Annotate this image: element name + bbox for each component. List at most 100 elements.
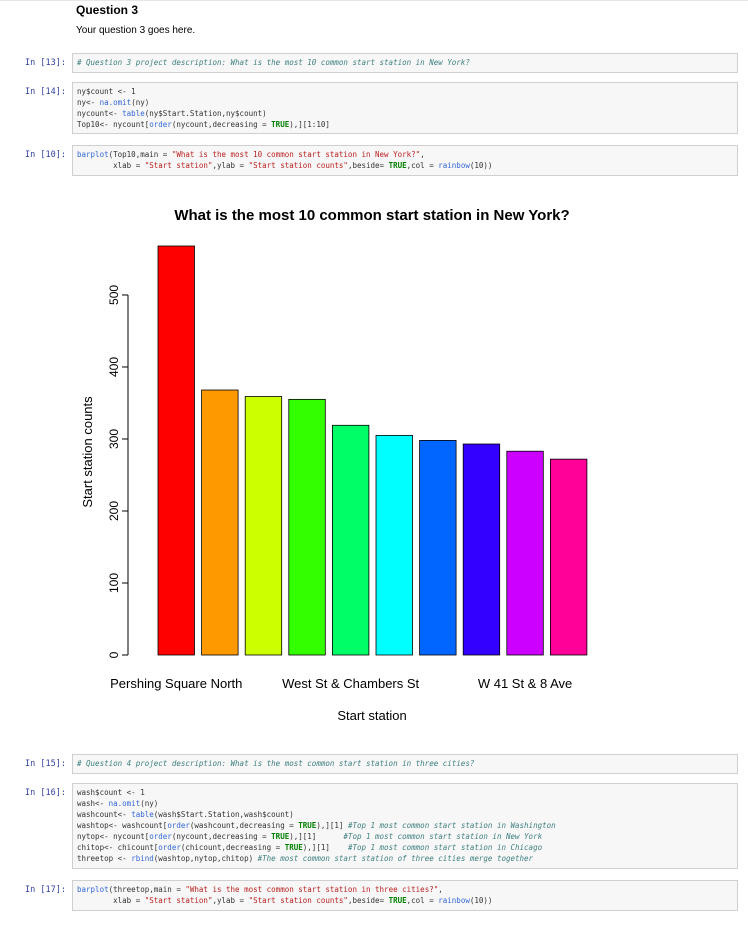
code-token: (washtop,nytop,chitop) bbox=[153, 854, 258, 863]
code-token: order bbox=[149, 832, 172, 841]
code-token: ny$count <- 1 bbox=[77, 87, 136, 96]
code-token: #Top 1 most common start station in Wash… bbox=[347, 821, 556, 830]
code-token: "Start station counts" bbox=[248, 896, 348, 905]
code-token: threetop <- bbox=[77, 854, 132, 863]
code-token: (Top10,main = bbox=[108, 150, 172, 159]
code-token: ,ylab = bbox=[212, 161, 249, 170]
code-token: TRUE bbox=[388, 161, 407, 170]
code-cell[interactable]: # Question 4 project description: What i… bbox=[72, 754, 738, 774]
bar bbox=[419, 440, 457, 656]
cell-prompt: In [17]: bbox=[25, 885, 66, 895]
code-token: ),][1:10] bbox=[289, 120, 330, 129]
code-token: (chicount,decreasing = bbox=[180, 843, 285, 852]
code-token: rbind bbox=[131, 854, 154, 863]
code-token: barplot bbox=[77, 150, 109, 159]
y-tick-label: 400 bbox=[107, 357, 121, 377]
code-token: xlab = bbox=[77, 161, 145, 170]
code-token: (nycount,decreasing = bbox=[171, 832, 272, 841]
cell-prompt: In [13]: bbox=[25, 58, 66, 68]
x-tick-label: W 41 St & 8 Ave bbox=[478, 676, 572, 691]
top-divider bbox=[0, 0, 748, 1]
y-tick-label: 500 bbox=[107, 285, 121, 305]
x-axis-label: Start station bbox=[337, 708, 406, 723]
bar bbox=[244, 396, 283, 656]
x-tick-label: West St & Chambers St bbox=[282, 676, 419, 691]
code-token: (10)) bbox=[469, 161, 493, 170]
bar bbox=[288, 398, 326, 656]
bar bbox=[201, 389, 239, 656]
code-cell[interactable]: barplot(Top10,main = "What is the most 1… bbox=[72, 145, 738, 176]
code-input[interactable]: # Question 3 project description: What i… bbox=[77, 57, 733, 68]
code-token: ,beside= bbox=[347, 161, 389, 170]
chart-title: What is the most 10 common start station… bbox=[174, 207, 569, 224]
bar bbox=[157, 245, 195, 656]
code-token: "What is the most common start station i… bbox=[185, 885, 439, 894]
code-token: # Question 3 project description: What i… bbox=[77, 58, 470, 67]
code-token: (washcount,decreasing = bbox=[189, 821, 299, 830]
code-token: (ny$Start.Station,ny$count) bbox=[144, 109, 267, 118]
code-token: order bbox=[149, 120, 172, 129]
bar bbox=[462, 443, 501, 656]
code-token: table bbox=[122, 109, 145, 118]
code-token: (nycount,decreasing = bbox=[171, 120, 272, 129]
code-token: TRUE bbox=[271, 120, 290, 129]
code-cell[interactable]: # Question 3 project description: What i… bbox=[72, 53, 738, 73]
code-token: ,col = bbox=[406, 161, 439, 170]
code-token: wash<- bbox=[77, 799, 109, 808]
y-axis: 0 100 200 300 400 500 bbox=[107, 285, 129, 658]
code-token: "Start station counts" bbox=[248, 161, 348, 170]
code-token: "Start station" bbox=[144, 896, 213, 905]
code-input[interactable]: # Question 4 project description: What i… bbox=[77, 758, 733, 769]
code-token: #Top 1 most common start station in New … bbox=[343, 832, 543, 841]
code-token: washcount<- bbox=[77, 810, 132, 819]
code-token: order bbox=[167, 821, 190, 830]
code-token: na.omit bbox=[99, 98, 132, 107]
code-cell[interactable]: ny$count <- 1 ny<- na.omit(ny) nycount<-… bbox=[72, 82, 738, 134]
y-tick-label: 100 bbox=[107, 573, 121, 593]
code-token: ,col = bbox=[406, 896, 439, 905]
code-token: na.omit bbox=[108, 799, 141, 808]
code-token: (wash$Start.Station,wash$count) bbox=[153, 810, 294, 819]
code-token: ,beside= bbox=[347, 896, 389, 905]
code-token: chitop<- chicount[ bbox=[77, 843, 159, 852]
code-token: TRUE bbox=[284, 843, 303, 852]
code-token: #The most common start station of three … bbox=[257, 854, 534, 863]
code-token: barplot bbox=[77, 885, 109, 894]
cell-prompt: In [16]: bbox=[25, 788, 66, 798]
code-input[interactable]: wash$count <- 1 wash<- na.omit(ny) washc… bbox=[77, 787, 733, 864]
code-token: , bbox=[438, 885, 443, 894]
code-token: , bbox=[420, 150, 425, 159]
cell-prompt: In [10]: bbox=[25, 150, 66, 160]
code-input[interactable]: barplot(Top10,main = "What is the most 1… bbox=[77, 149, 733, 171]
code-token: TRUE bbox=[298, 821, 317, 830]
x-tick-labels: Pershing Square North West St & Chambers … bbox=[110, 676, 572, 691]
y-tick-label: 0 bbox=[107, 651, 121, 658]
code-token: ),][1] bbox=[316, 821, 348, 830]
x-tick-label: Pershing Square North bbox=[110, 676, 242, 691]
code-token: ,ylab = bbox=[212, 896, 249, 905]
y-tick-label: 200 bbox=[107, 501, 121, 521]
code-token: table bbox=[131, 810, 154, 819]
code-token: (10)) bbox=[469, 896, 493, 905]
code-input[interactable]: ny$count <- 1 ny<- na.omit(ny) nycount<-… bbox=[77, 86, 733, 130]
code-token: # Question 4 project description: What i… bbox=[77, 759, 475, 768]
code-token: TRUE bbox=[271, 832, 290, 841]
code-input[interactable]: barplot(threetop,main = "What is the mos… bbox=[77, 884, 733, 906]
code-token: wash$count <- 1 bbox=[77, 788, 145, 797]
cell-prompt: In [15]: bbox=[25, 759, 66, 769]
y-tick-label: 300 bbox=[107, 429, 121, 449]
code-token: (threetop,main = bbox=[108, 885, 186, 894]
code-token: (ny) bbox=[131, 98, 150, 107]
y-axis-label: Start station counts bbox=[80, 396, 95, 508]
code-token: ),][1] bbox=[289, 832, 344, 841]
code-token: #Top 1 most common start station in Chic… bbox=[347, 843, 543, 852]
code-token: xlab = bbox=[77, 896, 145, 905]
bar bbox=[506, 450, 544, 656]
code-token: "Start station" bbox=[144, 161, 213, 170]
code-cell[interactable]: wash$count <- 1 wash<- na.omit(ny) washc… bbox=[72, 783, 738, 869]
code-token: washtop<- washcount[ bbox=[77, 821, 168, 830]
markdown-heading: Question 3 bbox=[76, 3, 139, 17]
code-token: rainbow bbox=[438, 161, 470, 170]
code-token: ),][1] bbox=[302, 843, 348, 852]
code-cell[interactable]: barplot(threetop,main = "What is the mos… bbox=[72, 880, 738, 911]
